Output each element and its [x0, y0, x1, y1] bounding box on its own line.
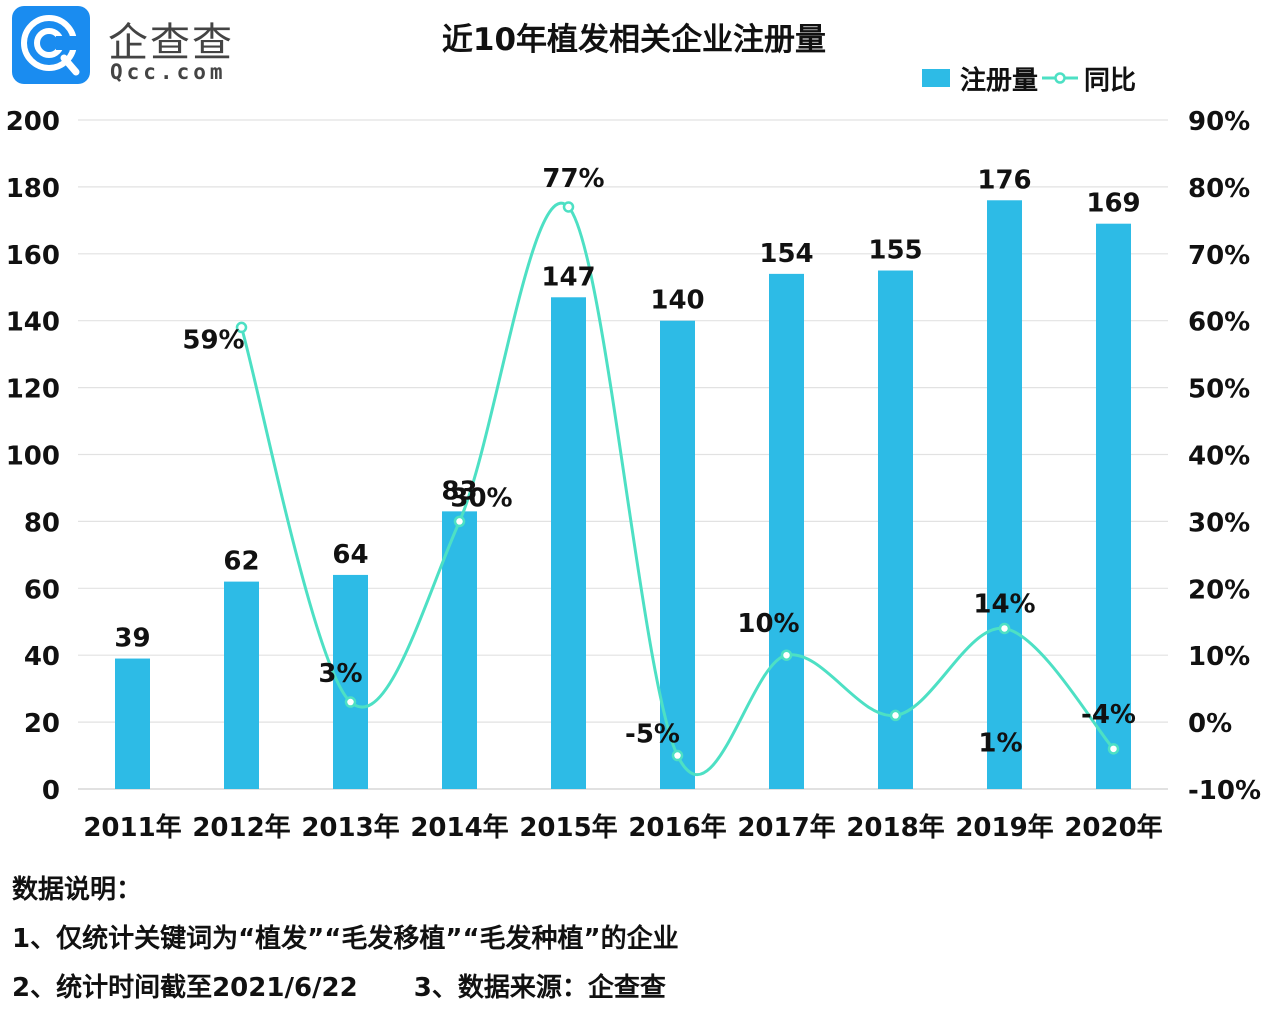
bar	[987, 200, 1022, 789]
x-tick-label: 2011年	[83, 812, 181, 843]
left-tick-label: 80	[24, 508, 60, 538]
line-point	[889, 709, 902, 722]
data-notes: 数据说明： 1、仅统计关键词为“植发”“毛发移植”“毛发种植”的企业 2、统计时…	[12, 866, 679, 1013]
right-tick-label: 40%	[1188, 442, 1250, 472]
line-value-label: -5%	[625, 720, 680, 750]
right-tick-label: 50%	[1188, 375, 1250, 405]
notes-line-2b: 3、数据来源：企查查	[413, 973, 666, 1003]
line-value-label: 3%	[318, 659, 362, 689]
brand-logo: 企查查 Qcc.com	[12, 6, 242, 86]
line-point	[562, 201, 575, 213]
right-tick-label: -10%	[1188, 776, 1261, 806]
left-tick-label: 200	[6, 107, 60, 137]
legend-bar-label: 注册量	[960, 65, 1039, 96]
bar-value-label: 64	[332, 540, 368, 570]
line-point	[453, 515, 466, 528]
left-tick-label: 120	[6, 375, 60, 405]
x-tick-label: 2014年	[410, 812, 508, 843]
line-value-label: 77%	[542, 164, 604, 194]
bar-value-label: 83	[441, 476, 477, 506]
chart-legend: 注册量 同比	[922, 62, 1137, 96]
left-tick-label: 20	[24, 709, 60, 739]
bar	[660, 320, 695, 789]
line-value-label: 10%	[737, 609, 799, 639]
right-tick-label: 80%	[1188, 174, 1250, 204]
legend-line-swatch	[1042, 72, 1079, 84]
data-labels: 39 62 64 83 147 140 154 155 176 169 59% 3% 30% 77% -5%…	[114, 164, 1140, 758]
line-point	[780, 649, 793, 661]
line-point	[235, 321, 248, 334]
bar	[551, 297, 586, 789]
x-tick-label: 2018年	[846, 812, 944, 843]
right-tick-label: 10%	[1188, 642, 1250, 672]
notes-line-1: 1、仅统计关键词为“植发”“毛发移植”“毛发种植”的企业	[12, 924, 679, 954]
line-value-label: 1%	[978, 728, 1022, 758]
notes-line-2a: 2、统计时间截至2021/6/22	[12, 973, 358, 1003]
x-tick-label: 2017年	[737, 812, 835, 843]
x-tick-label: 2013年	[301, 812, 399, 843]
left-tick-label: 60	[24, 575, 60, 605]
bar	[878, 270, 913, 789]
combo-chart: 39 62 64 83 147 140 154 155 176 169 59% 3% 30% 77% -5%…	[6, 107, 1261, 843]
bar-value-label: 140	[650, 286, 704, 316]
bar	[769, 273, 804, 789]
qcc-logo-icon	[12, 6, 90, 84]
bar	[442, 511, 477, 789]
left-tick-label: 180	[6, 174, 60, 204]
gridlines	[78, 119, 1168, 790]
line-value-label: 59%	[182, 325, 244, 355]
right-tick-label: 20%	[1188, 575, 1250, 605]
bar	[224, 581, 259, 789]
left-tick-label: 0	[42, 776, 60, 806]
line-point	[671, 749, 684, 762]
left-tick-label: 100	[6, 442, 60, 472]
x-tick-label: 2019年	[955, 812, 1053, 843]
bar-value-label: 155	[868, 236, 922, 266]
legend-bar-swatch	[922, 69, 950, 87]
line-series-path	[240, 201, 1115, 777]
legend-line-label: 同比	[1084, 65, 1137, 96]
bar-value-label: 39	[114, 624, 150, 654]
left-tick-label: 140	[6, 308, 60, 338]
x-tick-label: 2020年	[1064, 812, 1162, 843]
right-tick-label: 0%	[1188, 709, 1232, 739]
right-tick-label: 90%	[1188, 107, 1250, 137]
x-tick-label: 2016年	[628, 812, 726, 843]
bar-series	[115, 200, 1131, 789]
logo-text-cn: 企查查	[108, 20, 234, 66]
bar-value-label: 154	[759, 239, 813, 269]
right-tick-label: 70%	[1188, 241, 1250, 271]
line-point	[998, 622, 1011, 635]
bar-value-label: 62	[223, 547, 259, 577]
line-series	[235, 201, 1120, 777]
notes-heading: 数据说明：	[12, 875, 143, 905]
line-point	[1107, 743, 1120, 755]
bar	[1096, 223, 1131, 789]
bar-value-label: 176	[977, 165, 1031, 195]
right-tick-label: 30%	[1188, 508, 1250, 538]
line-value-label: 30%	[450, 483, 512, 513]
chart-title: 近10年植发相关企业注册量	[441, 22, 827, 58]
bar-value-label: 147	[541, 262, 595, 292]
x-tick-label: 2012年	[192, 812, 290, 843]
bar	[115, 658, 150, 789]
line-point	[344, 696, 357, 708]
bar-value-label: 169	[1086, 189, 1140, 219]
left-tick-label: 40	[24, 642, 60, 672]
right-tick-label: 60%	[1188, 308, 1250, 338]
axes: 0 20 40 60 80 100 120 140 160 180 200 -10% 0% 10% 20% 3…	[6, 107, 1261, 843]
left-tick-label: 160	[6, 241, 60, 271]
x-tick-label: 2015年	[519, 812, 617, 843]
line-value-label: 14%	[973, 589, 1035, 619]
line-value-label: -4%	[1081, 700, 1136, 730]
logo-text-en: Qcc.com	[110, 60, 227, 84]
